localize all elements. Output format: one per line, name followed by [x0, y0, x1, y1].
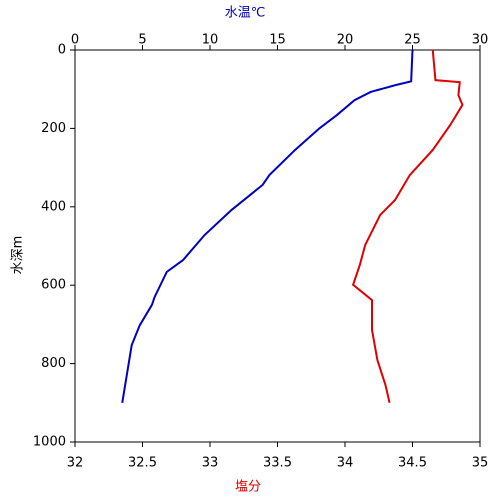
- plot-frame: [74, 49, 481, 443]
- x2-tick-label: 25: [404, 33, 421, 48]
- x-tick-label: 32: [67, 456, 84, 471]
- x-tick-label: 34: [337, 456, 354, 471]
- series-line: [121, 49, 414, 403]
- x-axis-title: 塩分: [235, 480, 261, 495]
- x-tick-label: 33: [202, 456, 219, 471]
- x2-tick-label: 30: [472, 33, 489, 48]
- y-tick-label: 800: [41, 356, 66, 371]
- x-tick-label: 34.5: [398, 456, 427, 471]
- x2-tick-label: 0: [71, 33, 79, 48]
- y-tick-label: 0: [58, 43, 66, 58]
- y-tick-label: 400: [41, 199, 66, 214]
- x2-tick-label: 10: [202, 33, 219, 48]
- x2-tick-label: 20: [337, 33, 354, 48]
- x2-axis-title: 水温℃: [225, 6, 266, 21]
- x2-tick-label: 5: [138, 33, 146, 48]
- x-tick-label: 33.5: [263, 456, 292, 471]
- x-tick-label: 35: [472, 456, 489, 471]
- y-axis-title: 水深m: [11, 236, 26, 275]
- series-line: [351, 49, 464, 404]
- y-tick-label: 600: [41, 278, 66, 293]
- y-tick-label: 1000: [33, 435, 66, 450]
- y-tick-label: 200: [41, 121, 66, 136]
- x-tick-label: 32.5: [128, 456, 157, 471]
- x2-tick-label: 15: [269, 33, 286, 48]
